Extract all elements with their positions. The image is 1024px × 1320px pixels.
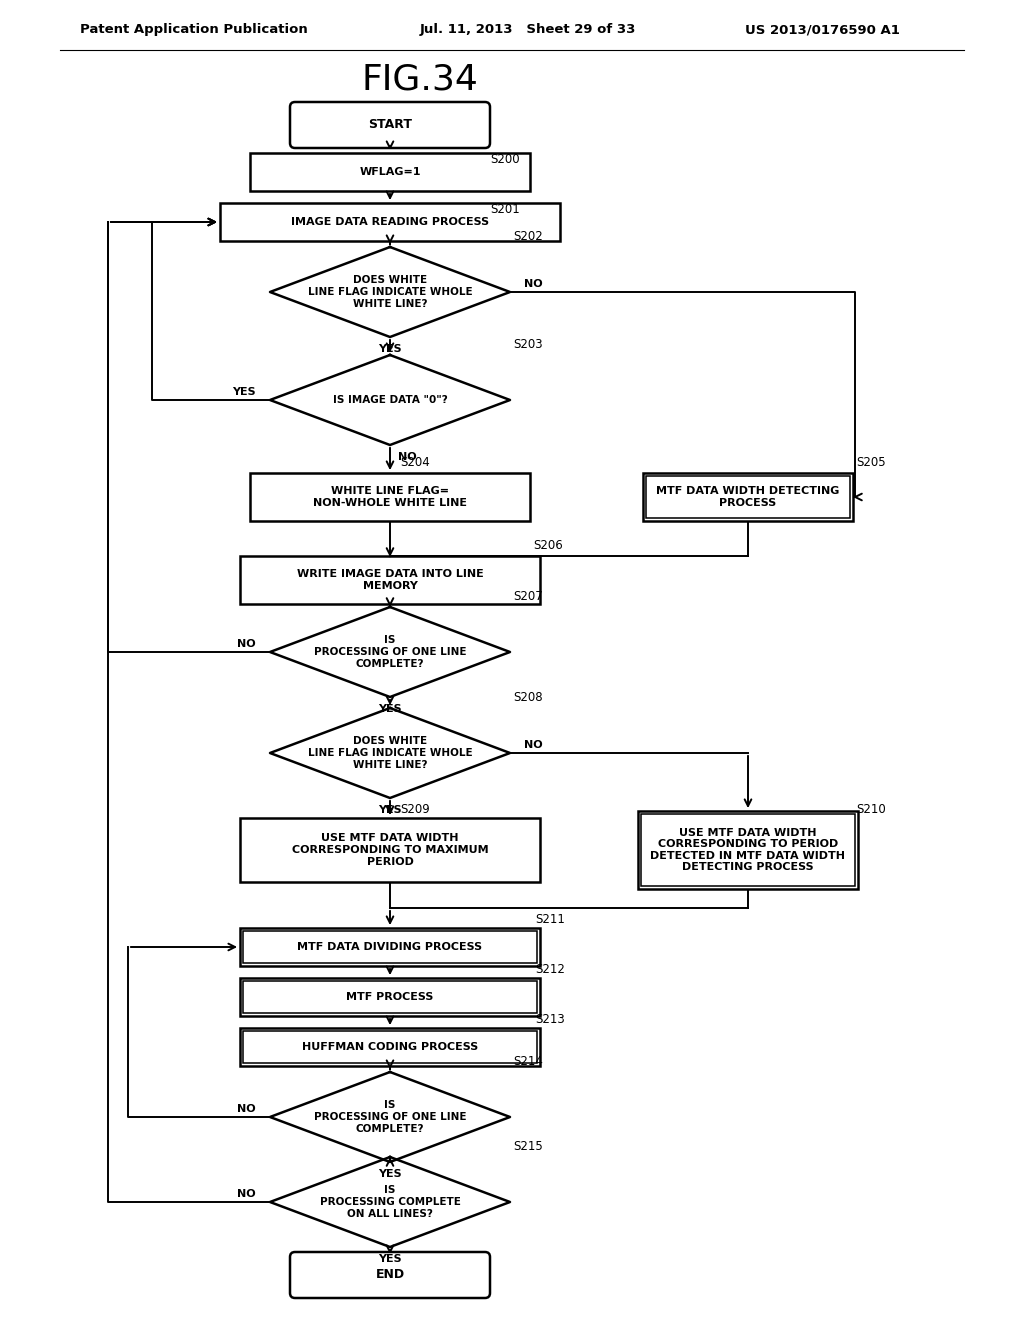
Text: S209: S209 (400, 803, 430, 816)
Bar (243, 931, 537, 964)
Bar (240, 1028, 540, 1067)
Text: USE MTF DATA WIDTH
CORRESPONDING TO PERIOD
DETECTED IN MTF DATA WIDTH
DETECTING : USE MTF DATA WIDTH CORRESPONDING TO PERI… (650, 828, 846, 873)
Bar (220, 203, 560, 242)
Polygon shape (270, 607, 510, 697)
Text: YES: YES (378, 805, 401, 814)
Text: S204: S204 (400, 455, 430, 469)
Text: YES: YES (232, 387, 256, 397)
Text: YES: YES (378, 345, 401, 354)
Bar (250, 473, 530, 521)
Text: DOES WHITE
LINE FLAG INDICATE WHOLE
WHITE LINE?: DOES WHITE LINE FLAG INDICATE WHOLE WHIT… (307, 276, 472, 309)
Text: IS IMAGE DATA "0"?: IS IMAGE DATA "0"? (333, 395, 447, 405)
Polygon shape (270, 708, 510, 799)
Text: YES: YES (378, 1254, 401, 1265)
Bar (240, 928, 540, 966)
Text: S202: S202 (513, 230, 543, 243)
Bar (641, 814, 855, 886)
Text: YES: YES (378, 704, 401, 714)
Text: IS
PROCESSING OF ONE LINE
COMPLETE?: IS PROCESSING OF ONE LINE COMPLETE? (313, 1101, 466, 1134)
Bar (643, 473, 853, 521)
Text: S200: S200 (490, 153, 519, 166)
Text: S211: S211 (535, 913, 565, 927)
Bar (243, 1031, 537, 1063)
Text: NO: NO (238, 1104, 256, 1114)
Bar (240, 818, 540, 882)
Bar (638, 810, 858, 888)
Text: S206: S206 (534, 539, 563, 552)
Text: S213: S213 (535, 1012, 565, 1026)
FancyBboxPatch shape (290, 1251, 490, 1298)
Text: NO: NO (398, 451, 417, 462)
Text: WFLAG=1: WFLAG=1 (359, 168, 421, 177)
Bar (646, 477, 850, 517)
Text: NO: NO (524, 279, 543, 289)
Text: Jul. 11, 2013   Sheet 29 of 33: Jul. 11, 2013 Sheet 29 of 33 (420, 24, 636, 37)
Text: FIG.34: FIG.34 (361, 63, 478, 96)
Bar (240, 556, 540, 605)
Text: MTF DATA WIDTH DETECTING
PROCESS: MTF DATA WIDTH DETECTING PROCESS (656, 486, 840, 508)
Text: S212: S212 (535, 964, 565, 975)
Polygon shape (270, 355, 510, 445)
Text: US 2013/0176590 A1: US 2013/0176590 A1 (745, 24, 900, 37)
Text: YES: YES (378, 1170, 401, 1179)
Text: NO: NO (238, 639, 256, 649)
Polygon shape (270, 247, 510, 337)
Polygon shape (270, 1158, 510, 1247)
Bar (250, 153, 530, 191)
Polygon shape (270, 1072, 510, 1162)
Bar (240, 978, 540, 1016)
Text: START: START (368, 119, 412, 132)
Text: S203: S203 (513, 338, 543, 351)
Text: NO: NO (524, 741, 543, 750)
Text: WHITE LINE FLAG=
NON-WHOLE WHITE LINE: WHITE LINE FLAG= NON-WHOLE WHITE LINE (313, 486, 467, 508)
Text: USE MTF DATA WIDTH
CORRESPONDING TO MAXIMUM
PERIOD: USE MTF DATA WIDTH CORRESPONDING TO MAXI… (292, 833, 488, 867)
Bar (243, 981, 537, 1012)
Text: IS
PROCESSING COMPLETE
ON ALL LINES?: IS PROCESSING COMPLETE ON ALL LINES? (319, 1185, 461, 1218)
Text: S210: S210 (856, 803, 886, 816)
Text: NO: NO (238, 1189, 256, 1199)
Text: Patent Application Publication: Patent Application Publication (80, 24, 308, 37)
Text: DOES WHITE
LINE FLAG INDICATE WHOLE
WHITE LINE?: DOES WHITE LINE FLAG INDICATE WHOLE WHIT… (307, 737, 472, 770)
Text: S215: S215 (513, 1140, 543, 1152)
Text: IMAGE DATA READING PROCESS: IMAGE DATA READING PROCESS (291, 216, 489, 227)
Text: MTF PROCESS: MTF PROCESS (346, 993, 434, 1002)
Text: S201: S201 (490, 203, 520, 216)
Text: S207: S207 (513, 590, 543, 603)
Text: S208: S208 (513, 690, 543, 704)
FancyBboxPatch shape (290, 102, 490, 148)
Text: IS
PROCESSING OF ONE LINE
COMPLETE?: IS PROCESSING OF ONE LINE COMPLETE? (313, 635, 466, 669)
Text: WRITE IMAGE DATA INTO LINE
MEMORY: WRITE IMAGE DATA INTO LINE MEMORY (297, 569, 483, 591)
Text: MTF DATA DIVIDING PROCESS: MTF DATA DIVIDING PROCESS (297, 942, 482, 952)
Text: S214: S214 (513, 1055, 543, 1068)
Text: HUFFMAN CODING PROCESS: HUFFMAN CODING PROCESS (302, 1041, 478, 1052)
Text: S205: S205 (856, 455, 886, 469)
Text: END: END (376, 1269, 404, 1282)
